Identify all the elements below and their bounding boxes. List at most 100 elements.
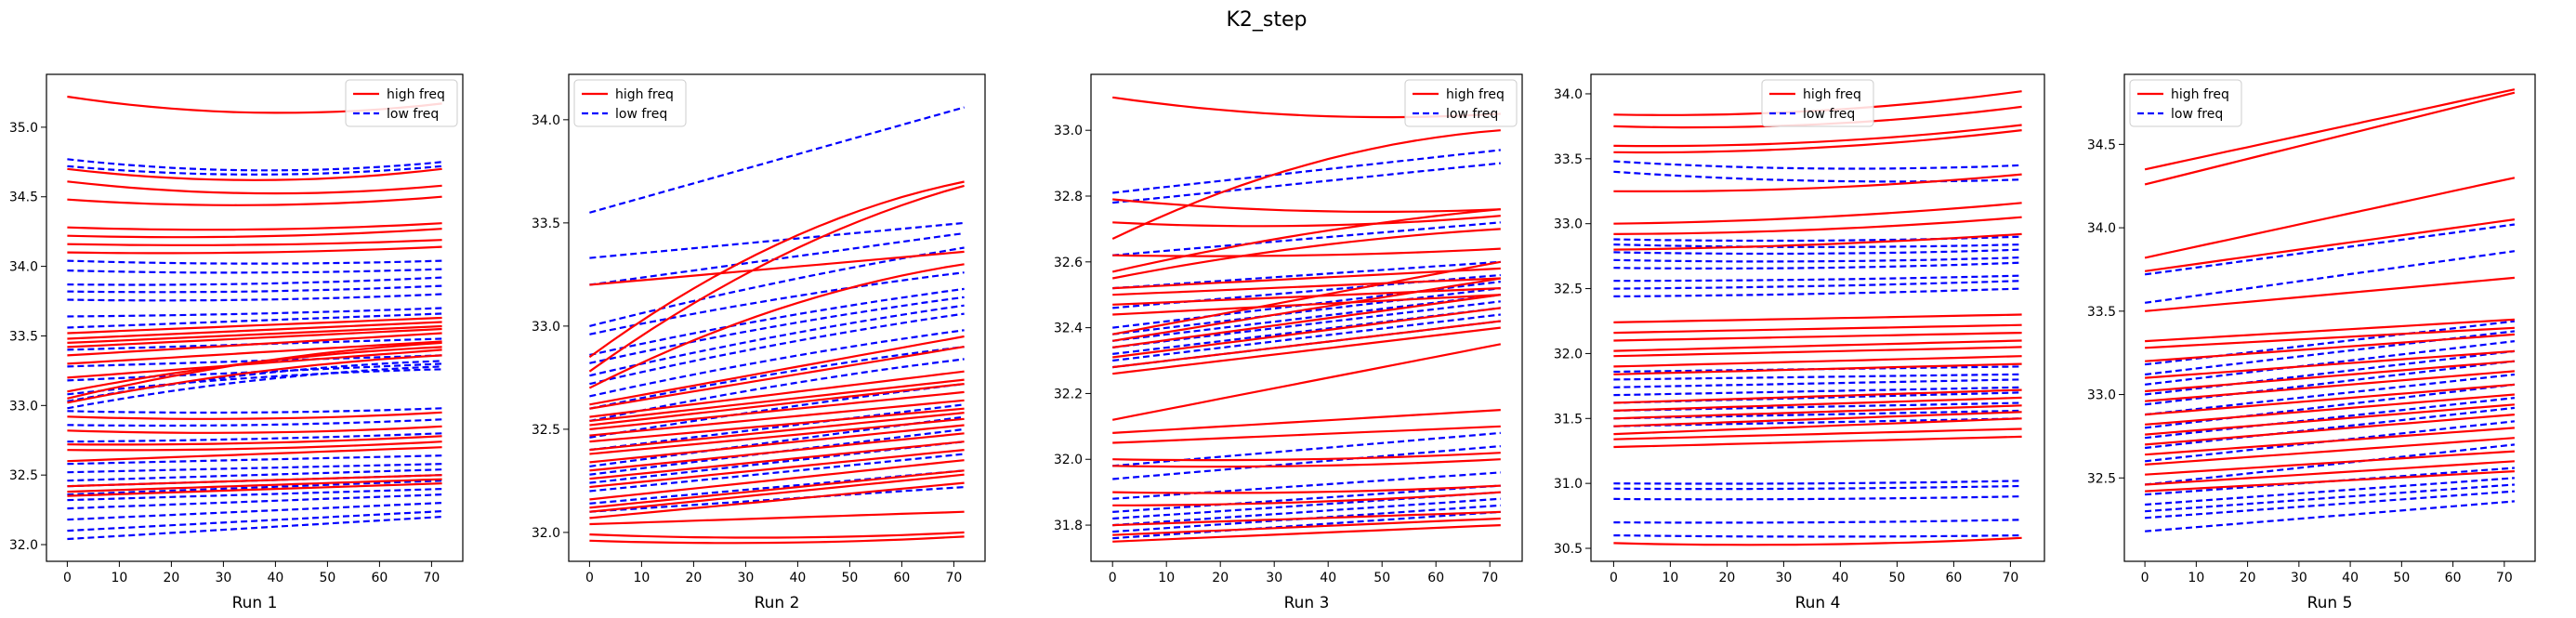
low-freq-line-13 [2144, 443, 2516, 486]
high-freq-line-23 [1613, 536, 2022, 546]
legend-label: low freq [1446, 107, 1498, 122]
high-freq-line-12 [1111, 260, 1502, 335]
low-freq-line-10 [589, 329, 965, 398]
low-freq-line-8 [1112, 294, 1501, 342]
high-freq-line-18 [2145, 450, 2515, 476]
high-freq-line-6 [589, 346, 965, 410]
x-tick-label: 20 [1718, 571, 1735, 585]
high-freq-line-4 [588, 263, 965, 389]
low-freq-line-16 [2145, 483, 2515, 513]
low-freq-line-20 [67, 463, 442, 474]
x-tick-label: 0 [2141, 571, 2149, 585]
legend-box [345, 79, 458, 127]
axes-frame [2123, 73, 2536, 562]
x-tick-label: 50 [319, 571, 335, 585]
high-freq-line-5 [2145, 276, 2515, 312]
low-freq-line-11 [1613, 365, 2022, 374]
y-tick-label: 32.0 [1554, 347, 1583, 362]
y-tick-label: 32.5 [2087, 471, 2116, 486]
y-tick-label: 33.5 [532, 217, 560, 231]
high-freq-line-22 [1613, 435, 2022, 449]
subplot-1: 0 10 20 30 40 50 60 70 32.0 32.5 33.0 33.5 34.0 34.5 3… [9, 73, 464, 612]
x-tick-label: 0 [1610, 571, 1618, 585]
y-tick-label: 32.8 [1054, 190, 1083, 204]
x-tick-label: 10 [2188, 571, 2204, 585]
axes-frame [568, 73, 986, 562]
low-freq-line-17 [589, 440, 965, 484]
y-tick-label: 34.0 [2087, 221, 2116, 236]
series-lines [588, 106, 965, 545]
legend-box [1404, 79, 1518, 127]
y-tick-label: 30.5 [1554, 542, 1583, 557]
high-freq-line-16 [1112, 320, 1501, 369]
low-freq-line-9 [1613, 280, 2022, 290]
low-freq-line-16 [1613, 401, 2022, 412]
high-freq-line-13 [1613, 346, 2022, 358]
low-freq-line-10 [2144, 397, 2516, 440]
high-freq-line-22 [589, 481, 965, 519]
subplot-3: 0 10 20 30 40 50 60 70 31.8 32.0 32.2 32.4 32.6 32.8 3… [1054, 73, 1523, 612]
y-tick-label: 33.0 [1054, 124, 1083, 138]
legend-label: low freq [615, 107, 667, 122]
high-freq-line-5 [589, 335, 965, 406]
high-freq-line-9 [1112, 277, 1501, 296]
low-freq-line-6 [2144, 349, 2516, 396]
low-freq-line-21 [1613, 495, 2022, 501]
x-tick-label: 40 [1832, 571, 1848, 585]
low-freq-line-25 [67, 493, 442, 510]
x-tick-label: 60 [893, 571, 910, 585]
legend-label: high freq [1446, 87, 1505, 102]
high-freq-line-8 [2145, 333, 2515, 362]
high-freq-line-3 [2144, 177, 2516, 259]
low-freq-line-13 [589, 383, 965, 439]
high-freq-line-12 [67, 327, 442, 348]
low-freq-line-4 [589, 246, 965, 327]
axes-frame [1590, 73, 2045, 562]
low-freq-line-5 [589, 271, 965, 335]
high-freq-line-17 [1112, 326, 1501, 375]
x-tick-label: 40 [267, 571, 283, 585]
low-freq-line-14 [1112, 445, 1501, 480]
y-tick-label: 32.0 [9, 538, 38, 553]
low-freq-line-15 [1112, 471, 1501, 500]
high-freq-line-11 [589, 399, 965, 437]
y-tick-label: 32.5 [1554, 283, 1583, 297]
low-freq-line-9 [589, 312, 965, 386]
high-freq-line-2 [588, 180, 965, 359]
legend: high freq low freq [1761, 79, 1874, 127]
high-freq-line-11 [1613, 332, 2022, 342]
x-tick-label: 20 [2240, 571, 2256, 585]
y-tick-label: 33.0 [1554, 217, 1583, 232]
x-tick-label: 30 [1266, 571, 1282, 585]
x-tick-label: 10 [1662, 571, 1678, 585]
high-freq-line-8 [589, 378, 965, 423]
high-freq-line-21 [589, 473, 965, 513]
x-tick-label: 70 [423, 571, 440, 585]
high-freq-line-15 [589, 424, 965, 464]
low-freq-line-24 [67, 488, 442, 502]
x-axis-label: Run 5 [2307, 594, 2353, 612]
high-freq-line-22 [67, 440, 442, 452]
subplot-2: 0 10 20 30 40 50 60 70 32.0 32.5 33.0 33.5 34.0 Run 2… [532, 73, 986, 612]
high-freq-line-24 [1112, 491, 1501, 506]
low-freq-line-23 [67, 480, 442, 496]
low-freq-line-14 [589, 403, 965, 452]
y-tick-label: 34.0 [1554, 87, 1583, 102]
high-freq-line-16 [589, 432, 965, 472]
legend: high freq low freq [573, 79, 687, 127]
low-freq-line-6 [1613, 256, 2022, 263]
low-freq-line-22 [1613, 519, 2022, 524]
low-freq-line-2 [1613, 170, 2022, 183]
high-freq-line-6 [1111, 208, 1501, 273]
high-freq-line-24 [589, 531, 965, 539]
high-freq-line-14 [589, 417, 965, 455]
low-freq-line-1 [67, 158, 442, 172]
high-freq-line-12 [2145, 383, 2515, 416]
y-tick-label: 32.4 [1054, 322, 1083, 336]
low-freq-line-12 [1613, 373, 2022, 381]
high-freq-line-4 [1111, 129, 1501, 240]
low-freq-line-6 [589, 287, 965, 357]
low-freq-line-3 [67, 259, 442, 265]
x-tick-label: 30 [1775, 571, 1792, 585]
x-tick-label: 30 [737, 571, 754, 585]
